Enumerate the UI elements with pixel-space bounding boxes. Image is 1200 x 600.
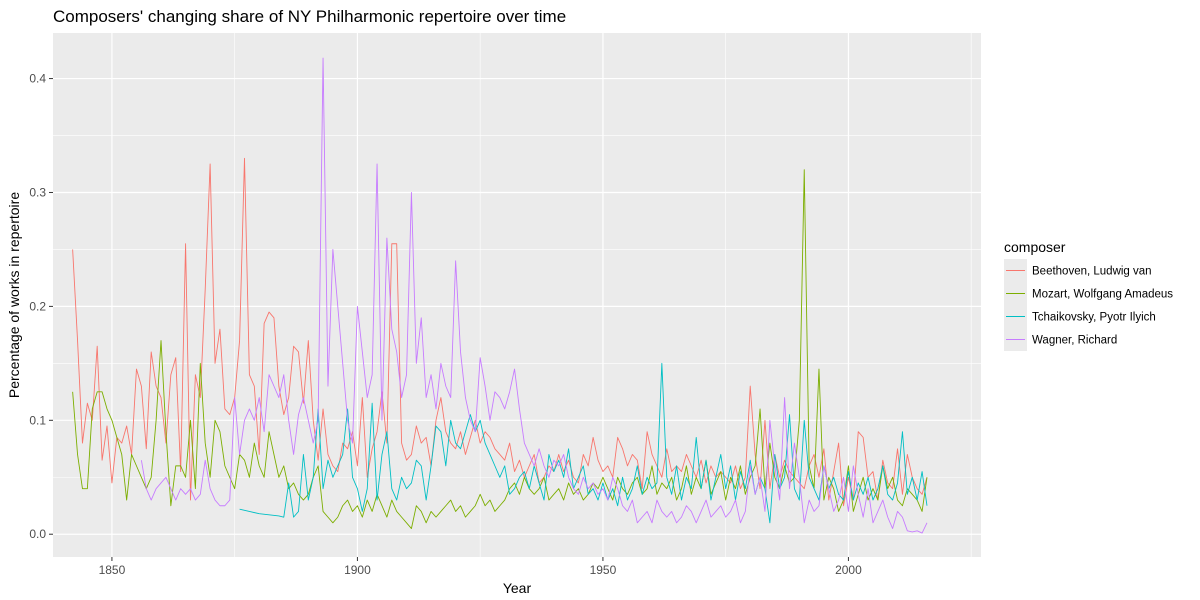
series-lines — [72, 57, 928, 534]
legend-label: Mozart, Wolfgang Amadeus — [1032, 289, 1173, 301]
legend-title: composer — [1004, 239, 1066, 255]
y-axis-title: Percentage of works in repertoire — [6, 192, 22, 398]
plot-panel — [53, 33, 981, 557]
major-gridlines — [53, 33, 981, 557]
x-tick-label: 1850 — [99, 563, 126, 577]
series-line-3 — [239, 362, 928, 524]
y-tick-label: 0.1 — [29, 413, 46, 427]
axis-ticks: 1850 1900 1950 2000 0.0 0.1 0.2 0.3 0.4 — [29, 72, 862, 577]
legend-label: Beethoven, Ludwig van — [1032, 266, 1152, 278]
y-tick-label: 0.2 — [29, 299, 46, 313]
y-tick-label: 0.0 — [29, 527, 46, 541]
x-tick-label: 1950 — [590, 563, 617, 577]
series-line-1 — [72, 157, 928, 507]
y-tick-label: 0.3 — [29, 185, 46, 199]
legend-label: Tchaikovsky, Pyotr Ilyich — [1032, 312, 1156, 324]
x-tick-label: 1900 — [344, 563, 371, 577]
y-tick-label: 0.4 — [29, 72, 46, 86]
minor-gridlines — [53, 33, 981, 557]
x-axis-title: Year — [503, 580, 532, 596]
legend-items: Beethoven, Ludwig van Mozart, Wolfgang Am… — [1004, 259, 1173, 351]
series-line-2 — [72, 169, 928, 529]
series-line-4 — [140, 57, 928, 534]
legend-label: Wagner, Richard — [1032, 335, 1117, 347]
x-tick-label: 2000 — [835, 563, 862, 577]
legend: composer Beethoven, Ludwig van Mozart, Wo… — [1004, 239, 1173, 351]
chart-title: Composers' changing share of NY Philharm… — [53, 7, 566, 26]
